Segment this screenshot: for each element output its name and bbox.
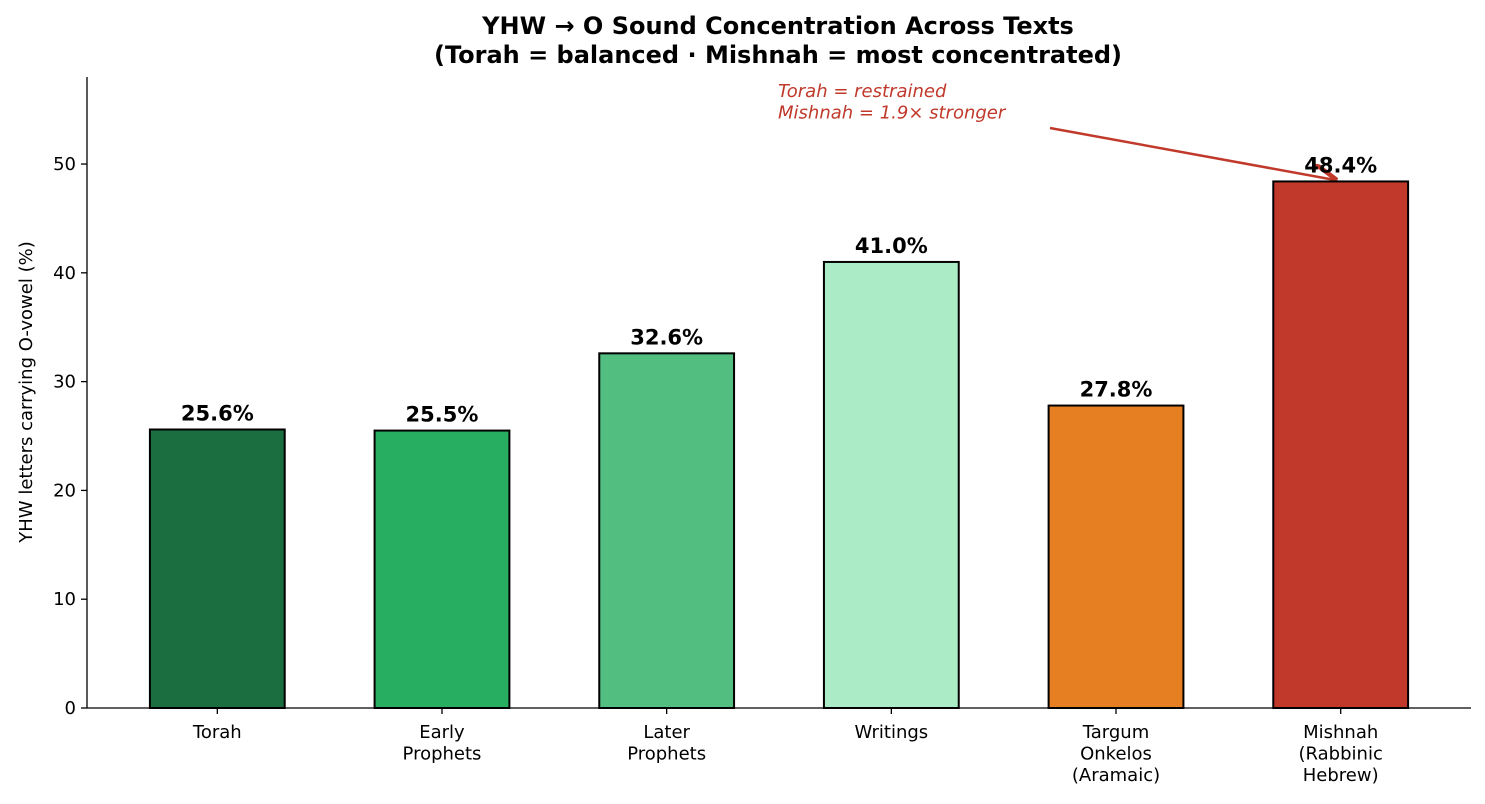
value-label: 32.6% (630, 325, 703, 349)
annotation-arrow (1049, 126, 1335, 180)
y-axis-label: YHW letters carrying O-vowel (%) (16, 241, 37, 543)
x-tick-label: Targum Onkelos (Aramaic) (1072, 722, 1160, 786)
chart-title: YHW → O Sound Concentration Across Texts… (434, 12, 1122, 69)
x-tick-label: Later Prophets (627, 722, 706, 765)
y-tick-label: 20 (53, 480, 76, 501)
value-label: 25.5% (406, 403, 479, 427)
bar (822, 260, 960, 709)
bar (598, 352, 736, 709)
y-tick-label: 30 (53, 372, 76, 393)
bar (148, 428, 286, 709)
x-tick-label: Writings (855, 722, 929, 743)
bar (1047, 404, 1185, 709)
x-tick-label: Torah (192, 722, 242, 743)
bar (1272, 180, 1410, 709)
value-label: 48.4% (1304, 153, 1377, 177)
value-label: 41.0% (855, 234, 928, 258)
y-tick-label: 50 (53, 154, 76, 175)
x-tick-label: Early Prophets (403, 722, 482, 765)
bar (373, 429, 511, 709)
value-label: 27.8% (1080, 378, 1153, 402)
y-tick-label: 40 (53, 263, 76, 284)
y-tick-label: 10 (53, 589, 76, 610)
y-tick-label: 0 (65, 698, 76, 719)
annotation: Torah = restrained Mishnah = 1.9× stronge… (778, 81, 1007, 124)
x-tick-label: Mishnah (Rabbinic Hebrew) (1299, 722, 1383, 786)
value-label: 25.6% (181, 401, 254, 425)
